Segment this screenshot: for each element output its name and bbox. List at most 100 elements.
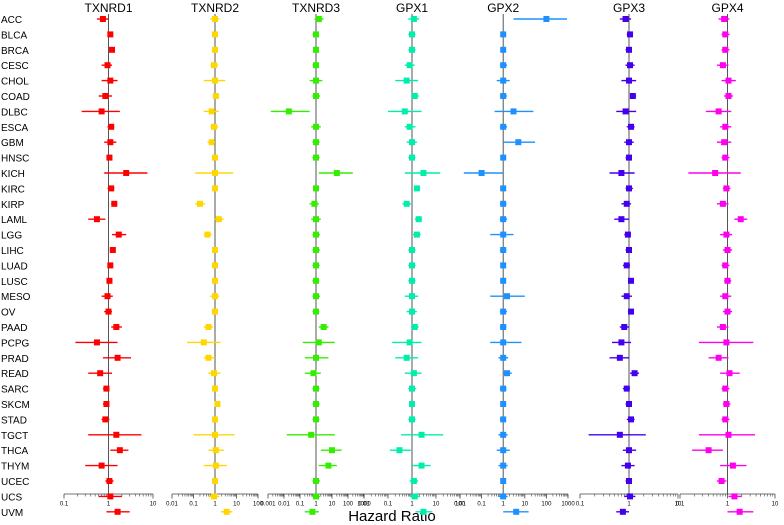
tick-label: 10 bbox=[233, 502, 240, 508]
hr-point-acc bbox=[315, 16, 322, 22]
hr-point-ucs bbox=[627, 493, 634, 500]
hr-point-paad bbox=[113, 324, 120, 330]
hr-point-thym bbox=[729, 462, 736, 469]
hr-point-kirp bbox=[311, 200, 318, 207]
hr-point-ucec bbox=[718, 478, 725, 484]
hr-point-hnsc bbox=[212, 154, 218, 161]
hr-point-ucs bbox=[731, 493, 738, 500]
hr-point-lusc bbox=[724, 277, 731, 284]
category-label-thym: THYM bbox=[1, 462, 29, 473]
hr-point-cesc bbox=[500, 62, 507, 69]
category-label-gbm: GBM bbox=[1, 138, 24, 149]
category-label-kirc: KIRC bbox=[1, 184, 25, 195]
hr-point-lgg bbox=[413, 231, 420, 238]
category-label-pcpg: PCPG bbox=[1, 338, 30, 349]
hr-point-thca bbox=[329, 447, 335, 454]
panel-title-txnrd2: TXNRD2 bbox=[191, 1, 239, 15]
hr-point-hnsc bbox=[500, 154, 507, 161]
hr-point-ov bbox=[212, 308, 218, 315]
hr-point-prad bbox=[616, 354, 623, 361]
hr-point-thca bbox=[705, 447, 712, 454]
category-label-lgg: LGG bbox=[1, 231, 22, 242]
hr-point-ucec bbox=[313, 478, 319, 484]
tick-label: 1000 bbox=[561, 502, 575, 508]
hr-point-kirp bbox=[403, 200, 410, 207]
hr-point-gbm bbox=[107, 139, 114, 146]
hr-point-blca bbox=[500, 31, 507, 38]
hr-point-coad bbox=[411, 93, 418, 99]
panel-gpx3: GPX3 0.1 1 10 bbox=[576, 1, 682, 515]
tick-label: 1 bbox=[726, 502, 730, 508]
hr-point-luad bbox=[107, 262, 114, 269]
category-label-sarc: SARC bbox=[1, 385, 29, 396]
hr-point-kich bbox=[212, 170, 218, 176]
hr-point-ucec bbox=[500, 478, 507, 484]
panel-gpx2: GPX2 0.01 0.1 1 10 100 1000 bbox=[454, 1, 575, 515]
tick-label: 1 bbox=[213, 502, 217, 508]
hr-point-meso bbox=[104, 293, 111, 300]
tick-label: 10 bbox=[150, 502, 157, 508]
hr-point-kirc bbox=[313, 185, 319, 192]
hr-point-luad bbox=[409, 262, 415, 269]
hr-point-pcpg bbox=[723, 339, 730, 346]
hr-point-kirc bbox=[212, 185, 218, 192]
hr-point-meso bbox=[623, 293, 630, 300]
hr-point-meso bbox=[504, 293, 511, 300]
hr-point-lusc bbox=[409, 277, 415, 284]
hr-point-ucec bbox=[212, 478, 218, 484]
hr-point-coad bbox=[313, 93, 319, 99]
tick-label: 1000 bbox=[357, 502, 371, 508]
tick-label: 100 bbox=[455, 502, 466, 508]
hr-point-esca bbox=[108, 123, 115, 130]
hr-point-uvm bbox=[736, 508, 743, 515]
hr-point-tgct bbox=[500, 431, 507, 438]
hr-point-paad bbox=[411, 324, 418, 330]
hr-point-lusc bbox=[106, 277, 113, 284]
hr-point-lihc bbox=[313, 247, 319, 253]
hr-point-cesc bbox=[627, 62, 634, 69]
panel-txnrd2: TXNRD2 0.01 0.1 1 10 100 bbox=[166, 1, 264, 515]
panel-title-gpx4: GPX4 bbox=[711, 1, 743, 15]
hr-point-sarc bbox=[722, 385, 729, 392]
hr-point-brca bbox=[409, 46, 415, 53]
hr-point-lgg bbox=[624, 231, 631, 238]
hr-point-lihc bbox=[500, 247, 507, 253]
hr-point-ucs bbox=[313, 493, 319, 500]
hr-point-ucs bbox=[411, 493, 418, 500]
panel-txnrd1: TXNRD1 0.1 1 10 bbox=[60, 1, 157, 515]
category-label-uvm: UVM bbox=[1, 508, 23, 519]
hr-point-chol bbox=[212, 77, 218, 84]
hr-point-gbm bbox=[721, 139, 728, 146]
hr-point-blca bbox=[313, 31, 319, 38]
hr-point-sarc bbox=[623, 385, 630, 392]
hr-point-thym bbox=[418, 462, 425, 469]
category-label-ov: OV bbox=[1, 308, 16, 319]
hr-point-uvm bbox=[114, 508, 121, 515]
hr-point-ucs bbox=[211, 493, 218, 500]
hr-point-blca bbox=[107, 31, 114, 38]
hr-point-paad bbox=[500, 324, 507, 330]
category-label-stad: STAD bbox=[1, 415, 27, 426]
hr-point-esca bbox=[211, 123, 218, 130]
category-label-tgct: TGCT bbox=[1, 431, 28, 442]
hr-point-tgct bbox=[616, 431, 623, 438]
hr-point-luad bbox=[500, 262, 507, 269]
hr-point-laml bbox=[215, 216, 222, 223]
hr-point-sarc bbox=[500, 385, 507, 392]
hr-point-ucec bbox=[410, 478, 417, 484]
hr-point-esca bbox=[722, 123, 729, 130]
hr-point-meso bbox=[212, 293, 218, 300]
hr-point-paad bbox=[320, 324, 327, 330]
hr-point-lgg bbox=[115, 231, 122, 238]
hr-point-ov bbox=[313, 308, 319, 315]
tick-label: 10 bbox=[675, 502, 682, 508]
panel-gpx4: GPX4 0.1 1 10 bbox=[676, 1, 779, 515]
category-label-read: READ bbox=[1, 369, 29, 380]
hr-point-pcpg bbox=[200, 339, 207, 346]
category-label-esca: ESCA bbox=[1, 123, 29, 134]
hr-point-uvm bbox=[619, 508, 626, 515]
hr-point-stad bbox=[212, 416, 218, 423]
hr-point-lusc bbox=[212, 277, 218, 284]
category-label-dlbc: DLBC bbox=[1, 107, 28, 118]
hr-point-uvm bbox=[420, 508, 427, 515]
